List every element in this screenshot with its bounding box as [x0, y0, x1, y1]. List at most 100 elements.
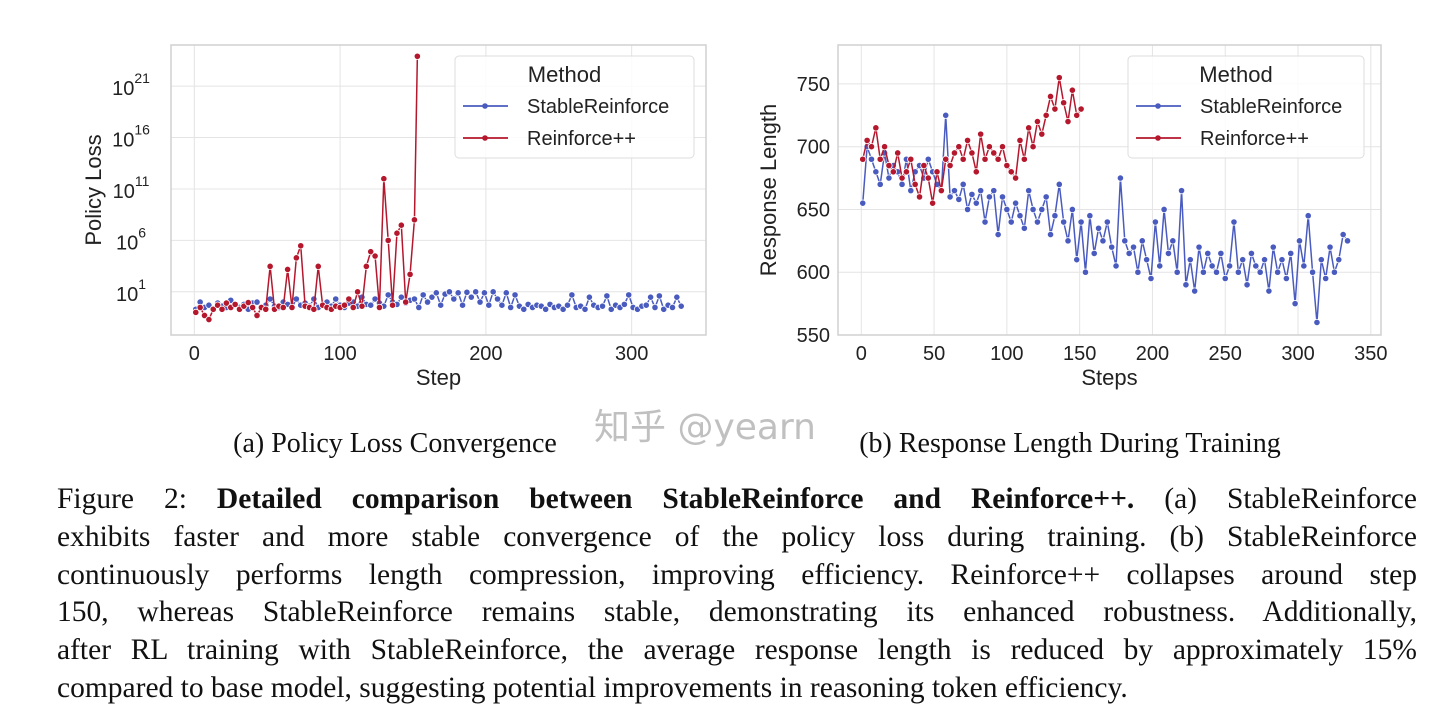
caption-line-3: continuously performs length compression…	[57, 558, 1417, 591]
data-point	[1217, 249, 1225, 257]
data-point	[1060, 99, 1068, 107]
data-point	[1143, 256, 1151, 264]
data-point	[432, 289, 440, 297]
data-point	[1020, 155, 1028, 163]
x-tick-label: 100	[990, 343, 1023, 365]
y-tick-exponent: 11	[135, 173, 150, 189]
data-point	[647, 293, 655, 301]
data-point	[1060, 218, 1068, 226]
plot-frame	[170, 44, 707, 336]
data-point	[1182, 281, 1190, 289]
data-point	[542, 305, 550, 313]
data-point	[1046, 92, 1055, 101]
x-tick-label: 0	[856, 343, 867, 365]
data-point	[1151, 218, 1159, 226]
data-point	[1239, 256, 1247, 264]
x-tick-label: 300	[1281, 343, 1314, 365]
data-point	[911, 180, 919, 188]
data-point	[668, 303, 677, 312]
data-point	[867, 155, 876, 163]
data-point	[1033, 218, 1042, 226]
data-point	[598, 302, 607, 310]
x-tick-label: 200	[1136, 343, 1169, 365]
data-point	[1322, 274, 1330, 283]
data-point	[196, 303, 204, 312]
data-point	[1103, 218, 1111, 226]
data-point	[1116, 174, 1125, 182]
data-point	[950, 187, 959, 195]
data-point	[493, 295, 502, 303]
data-point	[642, 301, 650, 309]
data-point	[972, 199, 980, 207]
data-point	[371, 252, 379, 260]
data-point	[205, 315, 213, 324]
x-tick-label: 350	[1354, 343, 1387, 365]
data-point	[1094, 224, 1103, 232]
legend-entry: StableReinforce	[527, 96, 669, 118]
data-point	[1077, 218, 1085, 226]
data-point	[1108, 243, 1116, 251]
data-point	[937, 187, 945, 195]
legend-title: Method	[1199, 62, 1272, 87]
data-point	[362, 262, 370, 270]
data-point	[1252, 262, 1260, 270]
data-point	[1313, 318, 1321, 327]
data-point	[445, 288, 454, 296]
data-point	[297, 242, 305, 250]
data-point	[1046, 230, 1055, 239]
data-point	[1042, 111, 1050, 119]
data-point	[994, 155, 1002, 163]
data-point	[314, 262, 322, 270]
data-point	[998, 143, 1007, 151]
data-point	[423, 298, 432, 306]
data-point	[559, 305, 567, 313]
y-axis-label: Policy Loss	[81, 134, 106, 245]
data-point	[1212, 268, 1221, 276]
data-point	[266, 262, 274, 270]
data-point	[1173, 268, 1181, 276]
data-point	[413, 52, 421, 60]
legend-box	[1127, 55, 1365, 159]
data-point	[673, 293, 681, 301]
data-point	[990, 149, 998, 157]
data-point	[358, 302, 366, 310]
data-point	[1230, 218, 1238, 226]
data-point	[950, 149, 959, 157]
data-point	[410, 295, 419, 303]
data-point	[249, 303, 257, 312]
series-reinforceplusplus	[192, 52, 421, 324]
y-tick-label: 700	[797, 137, 830, 159]
data-point	[1029, 143, 1037, 151]
data-point	[1160, 205, 1168, 214]
data-point	[1343, 237, 1352, 245]
data-point	[924, 174, 932, 182]
data-point	[345, 295, 353, 303]
data-point	[450, 295, 458, 303]
data-point	[876, 180, 884, 188]
caption-line-6: compared to base model, suggesting poten…	[57, 671, 1128, 704]
data-point	[520, 305, 528, 313]
data-point	[867, 143, 876, 151]
data-point	[968, 149, 976, 157]
data-point	[498, 301, 506, 309]
data-point	[994, 230, 1002, 239]
data-point	[402, 298, 410, 306]
data-point	[1186, 256, 1194, 264]
data-point	[1199, 268, 1207, 276]
data-point	[1339, 230, 1347, 239]
data-point	[1177, 187, 1186, 195]
legend-entry: StableReinforce	[1200, 96, 1342, 118]
data-point	[419, 291, 427, 299]
data-point	[1278, 256, 1286, 264]
data-point	[1068, 86, 1076, 94]
data-point	[607, 305, 615, 313]
x-tick-label: 50	[923, 343, 945, 365]
data-point	[253, 298, 261, 306]
data-point	[218, 305, 226, 313]
data-point	[1007, 218, 1015, 226]
data-point	[454, 289, 462, 297]
data-point	[205, 301, 213, 309]
data-point	[489, 288, 497, 296]
legend-swatch-marker	[482, 103, 488, 109]
data-point	[1029, 205, 1037, 214]
